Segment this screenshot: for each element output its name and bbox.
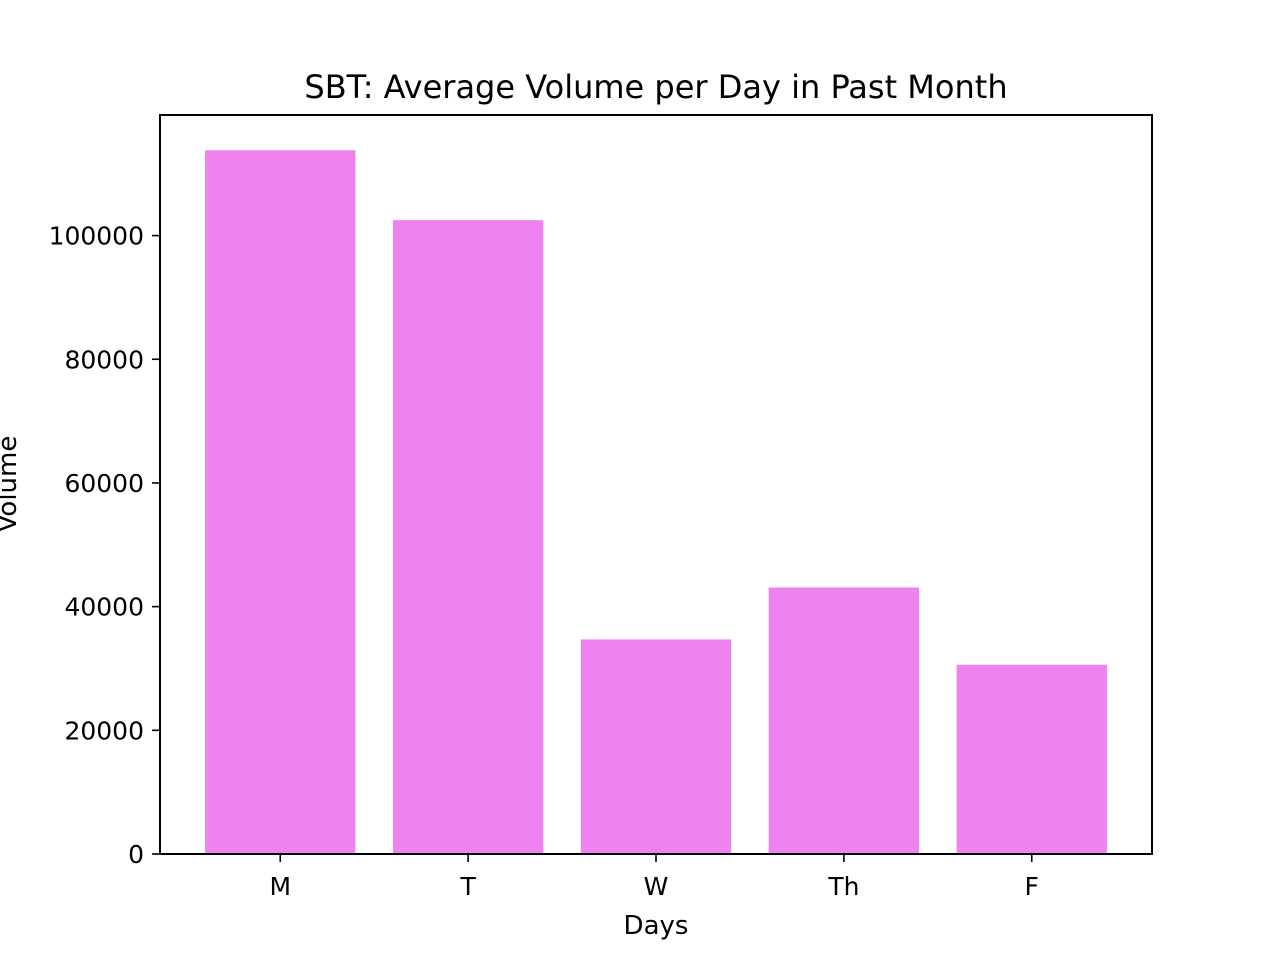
y-tick-label-80000: 80000 bbox=[64, 345, 144, 374]
x-axis: M T W Th F bbox=[269, 854, 1039, 901]
bars-group bbox=[205, 150, 1107, 854]
bar-t bbox=[392, 220, 544, 854]
x-tick-label-m: M bbox=[269, 872, 291, 901]
bar-m bbox=[205, 150, 356, 854]
x-tick-label-t: T bbox=[459, 872, 476, 901]
bar-w bbox=[580, 639, 732, 854]
y-axis: 0 20000 40000 60000 80000 100000 bbox=[49, 222, 160, 869]
y-tick-label-60000: 60000 bbox=[64, 469, 144, 498]
y-tick-label-20000: 20000 bbox=[64, 716, 144, 745]
y-axis-label: Volume bbox=[0, 436, 23, 533]
x-tick-label-f: F bbox=[1025, 872, 1039, 901]
x-tick-label-w: W bbox=[644, 872, 669, 901]
chart-title: SBT: Average Volume per Day in Past Mont… bbox=[304, 68, 1007, 106]
y-tick-label-40000: 40000 bbox=[64, 593, 144, 622]
x-tick-label-th: Th bbox=[827, 872, 859, 901]
x-axis-label: Days bbox=[624, 911, 689, 941]
plot-frame bbox=[159, 114, 1153, 855]
y-tick-label-0: 0 bbox=[128, 840, 144, 869]
bar-th bbox=[768, 587, 920, 854]
bar-f bbox=[956, 664, 1107, 854]
y-tick-label-100000: 100000 bbox=[49, 222, 144, 251]
